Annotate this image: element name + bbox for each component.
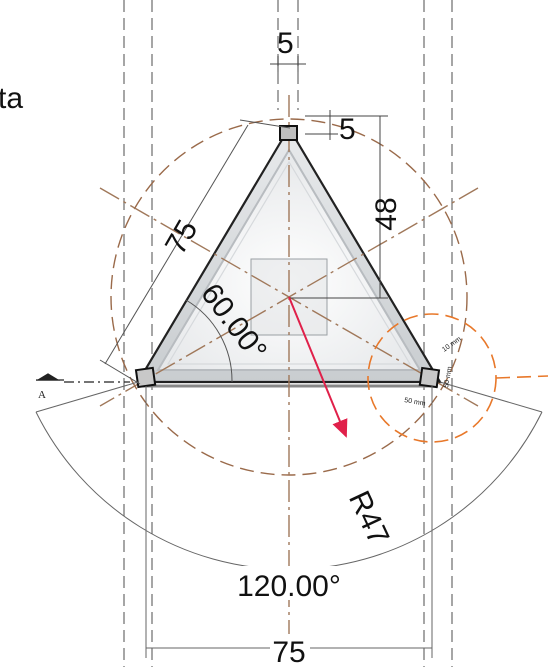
dim-height-label: 48 bbox=[370, 197, 403, 230]
dim-top-offset-label: 5 bbox=[339, 113, 356, 146]
corner-blocks bbox=[134, 125, 441, 389]
section-marker bbox=[35, 373, 130, 383]
partial-word-label: ta bbox=[0, 82, 23, 115]
detail-50mm-label-a: 50 mm bbox=[404, 397, 426, 408]
corner-block-left bbox=[134, 366, 157, 389]
detail-leader bbox=[495, 375, 549, 379]
dim-side-label: 75 bbox=[159, 215, 204, 260]
vertical-guide-lines bbox=[123, 0, 453, 667]
section-marker-label: A bbox=[38, 389, 46, 401]
dim-top-width-label: 5 bbox=[277, 27, 294, 60]
top-dimension-width bbox=[270, 56, 306, 72]
dim-base-label: 75 bbox=[272, 636, 305, 667]
height-dimension bbox=[289, 115, 388, 299]
top-dimension-offset bbox=[305, 110, 385, 140]
radius-arrow bbox=[288, 296, 348, 438]
side-dimension bbox=[99, 119, 291, 385]
detail-50mm-label-b: 50 mm bbox=[443, 366, 454, 388]
angle-arc-label: 120.00° bbox=[237, 570, 341, 603]
corner-block-top bbox=[279, 125, 298, 141]
radius-label: R47 bbox=[342, 486, 395, 550]
base-angle-arc bbox=[185, 299, 233, 383]
corner-block-right bbox=[418, 366, 441, 389]
